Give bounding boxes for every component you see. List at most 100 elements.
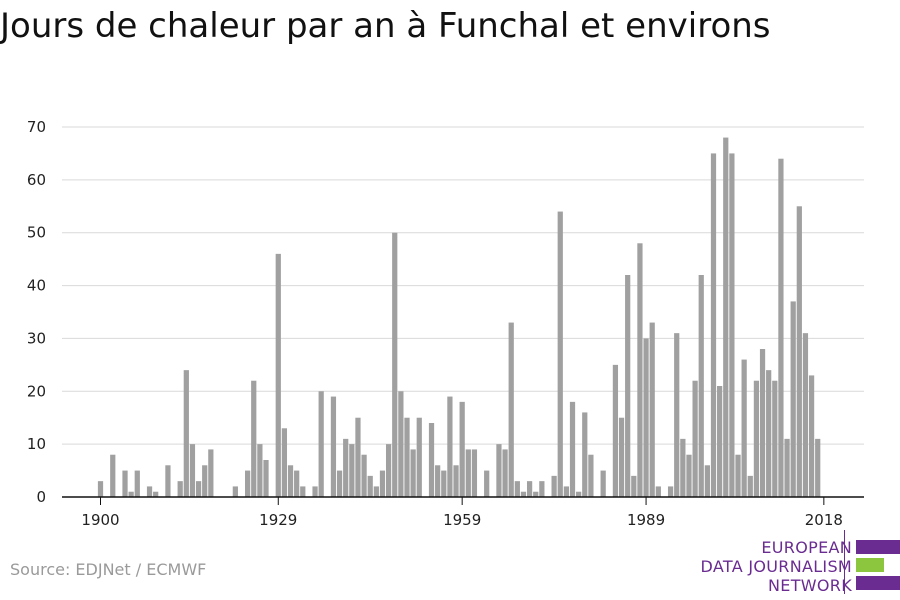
bar [441,470,447,497]
bar [428,423,435,497]
bar [692,380,698,497]
bar [514,481,520,497]
chart-title: Jours de chaleur par an à Funchal et env… [0,6,771,46]
bar [195,481,202,497]
bar [612,364,619,497]
bar [447,396,453,497]
bar [128,491,134,497]
bar [759,349,766,497]
bar [385,444,392,497]
bar [723,137,729,498]
bar [146,486,153,497]
logo-line-1: EUROPEAN [761,538,852,557]
y-tick-label: 60 [27,171,46,189]
bar [484,470,490,497]
bar [300,486,306,497]
bar [569,401,576,497]
bar [189,444,196,497]
y-tick-label: 40 [27,277,46,295]
y-tick-label: 0 [36,488,46,506]
bar [275,253,281,497]
bars [97,137,821,498]
bar [674,333,680,497]
bar [796,206,802,498]
bar [637,243,643,497]
bar [336,470,343,497]
bar [698,275,704,497]
bar [110,454,116,497]
bar [526,481,533,497]
bar [778,158,784,497]
bar [667,486,674,497]
bar [563,486,569,497]
bar [416,417,422,497]
bar [153,491,159,497]
bar [618,417,625,497]
bar [600,470,606,497]
bar [287,465,294,497]
bar [710,153,717,497]
bar [263,460,269,497]
bar [784,438,790,497]
bar [134,470,140,497]
bar [747,475,753,497]
bar [459,401,465,497]
x-tick-label: 2018 [805,511,843,529]
bar [330,396,337,497]
source-note: Source: EDJNet / ECMWF [10,560,207,579]
bar [625,275,631,497]
bar [165,465,171,497]
bar [655,486,661,497]
x-tick-label: 1900 [81,511,119,529]
bar [355,417,361,497]
bar [680,438,686,497]
bar [649,322,655,497]
bar [453,465,459,497]
x-axis: 1900 1929 1959 1989 2018 [62,496,864,529]
bar [349,444,355,497]
bar [410,449,416,497]
bar [508,322,514,497]
logo-bar-purple-top [856,540,900,554]
bar [557,211,563,498]
logo-bar-purple-bottom [856,576,900,590]
bar [496,444,502,497]
bar [551,475,557,497]
x-tick-label: 1929 [259,511,297,529]
bar [379,470,386,497]
y-tick-label: 30 [27,329,46,347]
logo-divider [844,530,845,594]
bar [251,380,257,497]
bar [643,338,649,497]
bar [808,375,815,497]
bar [502,449,508,497]
bar [717,386,723,497]
bar [257,444,263,497]
y-tick-label: 10 [27,435,46,453]
logo-line-2: DATA JOURNALISM [700,557,852,576]
bar [772,380,778,497]
bar [318,391,324,497]
bar [539,481,545,497]
logo-line-3: NETWORK [768,576,852,595]
bar [392,232,398,497]
bar [735,454,741,497]
bar [766,370,772,497]
bar [208,449,214,497]
edjnet-logo: EUROPEAN DATA JOURNALISM NETWORK [700,530,900,595]
bar [122,470,128,497]
y-tick-label: 70 [27,118,46,136]
logo-bar-green [856,558,884,572]
x-tick-label: 1989 [627,511,665,529]
bar [202,465,208,497]
bar [533,491,539,497]
bar [312,486,318,497]
bar [435,465,441,497]
bar [367,475,373,497]
bar [294,470,300,497]
bar [245,470,251,497]
bar [97,481,104,497]
y-axis-ticks: 0 10 20 30 40 50 60 70 [27,118,46,506]
bar [520,491,527,497]
bar [802,333,809,497]
